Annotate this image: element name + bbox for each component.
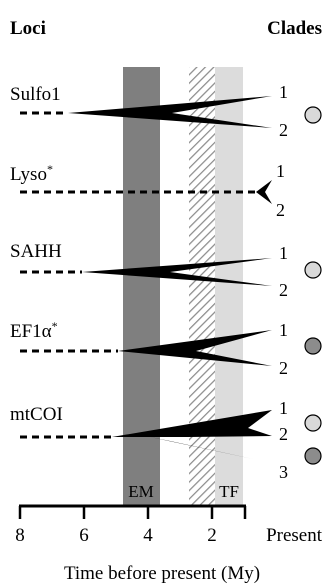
axis-tick-label-4: 4 xyxy=(143,525,153,546)
sulfo1-clade-2: 2 xyxy=(279,120,288,140)
sulfo1-clade-1: 1 xyxy=(279,82,288,102)
axis-tick-label-6: 6 xyxy=(79,525,89,546)
ef1a-asterisk: * xyxy=(52,319,58,333)
locus-label-sulfo1: Sulfo1 xyxy=(10,84,61,105)
axis-tick-label-present: Present xyxy=(266,525,323,546)
sulfo1-wedge xyxy=(68,96,272,128)
locus-label-mtcoi: mtCOI xyxy=(10,404,63,425)
mtcoi-clade-3: 3 xyxy=(279,462,288,482)
mtcoi-wedge-lower xyxy=(150,437,272,463)
axis-title: Time before present (My) xyxy=(64,563,260,584)
mtcoi-clade-marker-dark xyxy=(304,447,322,465)
axis-tick-label-8: 8 xyxy=(15,525,25,546)
locus-label-sahh: SAHH xyxy=(10,241,62,262)
mtcoi-wedge-upper xyxy=(112,410,272,437)
ef1a-clade-2: 2 xyxy=(279,358,288,378)
ef1a-clade-1: 1 xyxy=(279,320,288,340)
sahh-clade-2: 2 xyxy=(279,280,288,300)
hatched-band xyxy=(189,67,215,505)
clades-header: Clades xyxy=(267,18,322,39)
sulfo1-clade-marker xyxy=(304,106,322,124)
locus-label-lyso: Lyso* xyxy=(10,162,53,185)
lyso-clade-2: 2 xyxy=(276,200,285,220)
em-band-label: EM xyxy=(128,482,154,501)
ef1a-wedge xyxy=(118,330,272,366)
mtcoi-clade-2: 2 xyxy=(279,424,288,444)
em-band xyxy=(123,67,160,505)
axis-tick-label-2: 2 xyxy=(207,525,217,546)
sahh-wedge xyxy=(82,258,272,286)
tf-band-label: TF xyxy=(219,482,239,501)
tf-band xyxy=(215,67,243,505)
loci-header: Loci xyxy=(10,18,46,39)
mtcoi-clade-1: 1 xyxy=(279,398,288,418)
mtcoi-clade-marker-light xyxy=(304,414,322,432)
locus-label-ef1a: EF1α* xyxy=(10,319,58,342)
ef1a-clade-marker xyxy=(304,337,322,355)
lyso-clade-1: 1 xyxy=(276,161,285,181)
sahh-clade-marker xyxy=(304,261,322,279)
lyso-asterisk: * xyxy=(47,162,53,176)
lyso-wedge xyxy=(256,180,272,204)
sahh-clade-1: 1 xyxy=(279,243,288,263)
